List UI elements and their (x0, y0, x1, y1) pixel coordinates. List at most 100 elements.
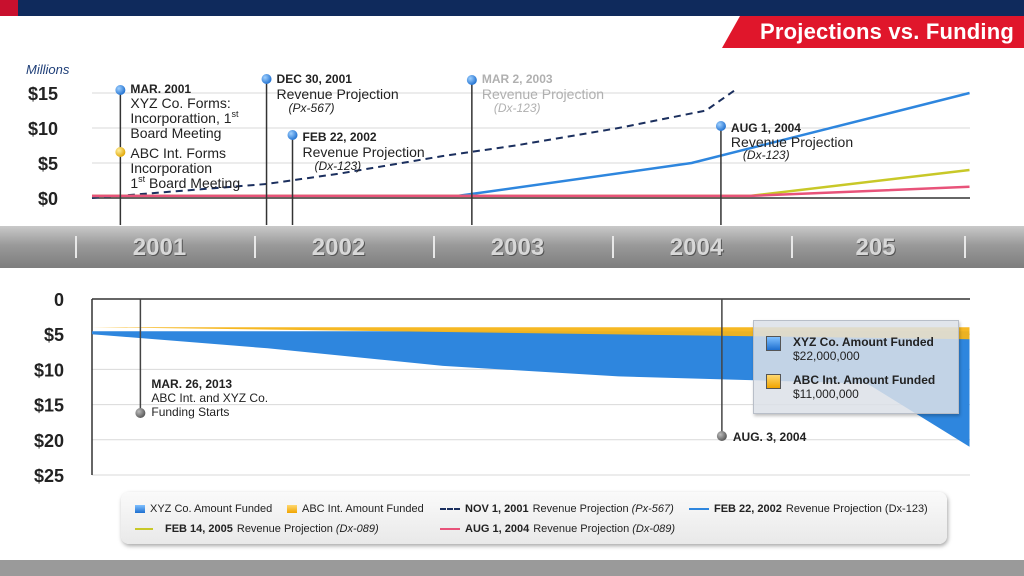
annotation-text: Incorporattion, 1st (130, 109, 239, 126)
legend-item-nov-2001: NOV 1, 2001 Revenue Projection (Px-567) (440, 503, 674, 515)
year-label-shadow: 2004 (671, 235, 725, 262)
funding-totals-box: XYZ Co. Amount Funded $22,000,000 ABC In… (753, 320, 959, 414)
annotation-text: Revenue Projection (482, 86, 604, 102)
legend-date: AUG 1, 2004 (465, 523, 530, 535)
y-tick-label: $5 (38, 154, 58, 174)
pink-line-icon (440, 528, 460, 530)
bottom-bar (0, 560, 1024, 576)
annotation-date: MAR 2, 2003 (482, 72, 553, 86)
blue-pin-icon (287, 130, 298, 140)
yellow-pin-icon (115, 147, 126, 157)
funding-item-xyz: XYZ Co. Amount Funded $22,000,000 (766, 335, 934, 363)
y-tick-label: $20 (34, 431, 64, 451)
blue-pin-icon (715, 121, 726, 131)
legend-ref: (Dx-089) (632, 523, 676, 535)
year-label: 2003 (491, 234, 544, 261)
blue-pin-icon (466, 75, 477, 85)
funding-item-name: ABC Int. Amount Funded (793, 373, 936, 387)
annotation-date: FEB 22, 2002 (303, 130, 377, 144)
top-chart-grid: $15 $10 $5 $0 (28, 84, 970, 209)
legend-ref: (Dx-089) (335, 523, 379, 535)
gray-pin-icon (135, 408, 146, 418)
y-tick-label: $25 (34, 466, 64, 486)
y-tick-label: $15 (28, 84, 58, 104)
funding-item-abc: ABC Int. Amount Funded $11,000,000 (766, 373, 935, 401)
top-chart-lines (91, 88, 970, 199)
blue-pin-icon (261, 74, 272, 84)
annotation-ref: (Dx-123) (315, 159, 362, 173)
series-line (92, 185, 970, 198)
gray-pin-icon (716, 431, 727, 441)
y-tick-label: 0 (54, 290, 64, 310)
legend-label: ABC Int. Amount Funded (302, 503, 424, 515)
funding-item-value: $22,000,000 (793, 349, 860, 363)
blue-square-icon (135, 505, 145, 513)
legend-ref: (Px-567) (631, 503, 674, 515)
page-title: Projections vs. Funding (760, 19, 1014, 44)
y-tick-label: $10 (28, 119, 58, 139)
legend-label: Revenue Projection (532, 503, 629, 515)
annotation-date: DEC 30, 2001 (277, 72, 353, 86)
legend-date: NOV 1, 2001 (465, 503, 529, 515)
annotation-text: ABC Int. Forms (130, 145, 226, 161)
legend-label: XYZ Co. Amount Funded (150, 503, 273, 515)
annotation-text: Revenue Projection (277, 86, 399, 102)
legend-item-aug-2004: AUG 1, 2004 Revenue Projection (Dx-089) (440, 523, 675, 535)
year-label: 2001 (133, 234, 186, 261)
annotation-date: MAR. 2001 (130, 82, 191, 96)
chart-legend: XYZ Co. Amount Funded ABC Int. Amount Fu… (121, 492, 947, 544)
legend-date: FEB 14, 2005 (165, 523, 233, 535)
series-line (91, 88, 737, 199)
annotation-ref: (Dx-123) (494, 101, 541, 115)
legend-label: Revenue Projection (236, 523, 333, 535)
xyz-funded-area (92, 331, 970, 447)
annotation-date: AUG 1, 2004 (731, 121, 801, 135)
annotation-text: ABC Int. and XYZ Co. (151, 391, 268, 405)
units-label: Millions (26, 62, 70, 77)
annotation-text: 1st Board Meeting (130, 174, 240, 191)
annotation-text: XYZ Co. Forms: (130, 95, 230, 111)
dashed-line-icon (440, 508, 460, 510)
xyz-swatch-icon (766, 336, 781, 351)
abc-swatch-icon (766, 374, 781, 389)
funding-item-name: XYZ Co. Amount Funded (793, 335, 934, 349)
blue-pin-icon (115, 85, 126, 95)
annotation-text: Revenue Projection (731, 134, 853, 150)
year-label: 2002 (312, 234, 365, 261)
legend-item-feb-2002: FEB 22, 2002 Revenue Projection (Dx-123) (689, 503, 928, 515)
annotation-ref: (Dx-123) (743, 148, 790, 162)
annotation-date: MAR. 26, 2013 (151, 377, 232, 391)
year-label-shadow: 2003 (492, 235, 545, 262)
y-tick-label: $10 (34, 360, 64, 380)
blue-line-icon (689, 508, 709, 510)
legend-label: Revenue Projection (Dx-123) (785, 503, 928, 515)
year-label-shadow: 2001 (134, 235, 187, 262)
top-banner-accent (0, 0, 18, 16)
yellow-line-icon (135, 528, 153, 530)
top-banner (0, 0, 1024, 16)
year-label-shadow: 2002 (313, 235, 366, 262)
title-badge: Projections vs. Funding (722, 16, 1024, 48)
legend-item-xyz: XYZ Co. Amount Funded (135, 503, 272, 515)
y-tick-label: $15 (34, 396, 64, 416)
legend-label: Revenue Projection (533, 523, 630, 535)
timeline-band-bg (0, 226, 1024, 268)
annotation-ref: (Px-567) (289, 101, 335, 115)
annotation-date: AUG. 3, 2004 (733, 430, 807, 444)
annotation-text: Funding Starts (151, 405, 229, 419)
annotation-text: Board Meeting (130, 125, 221, 141)
legend-item-abc: ABC Int. Amount Funded (287, 503, 424, 515)
year-label: 2004 (670, 234, 724, 261)
annotation-text: Incorporation (130, 160, 212, 176)
y-tick-label: $0 (38, 189, 58, 209)
annotation-text: Revenue Projection (303, 144, 425, 160)
y-tick-label: $5 (44, 325, 64, 345)
year-label-shadow: 205 (856, 235, 896, 262)
year-label: 205 (855, 234, 895, 261)
legend-item-feb-2005: FEB 14, 2005 Revenue Projection (Dx-089) (135, 523, 379, 535)
funding-item-value: $11,000,000 (793, 387, 859, 401)
